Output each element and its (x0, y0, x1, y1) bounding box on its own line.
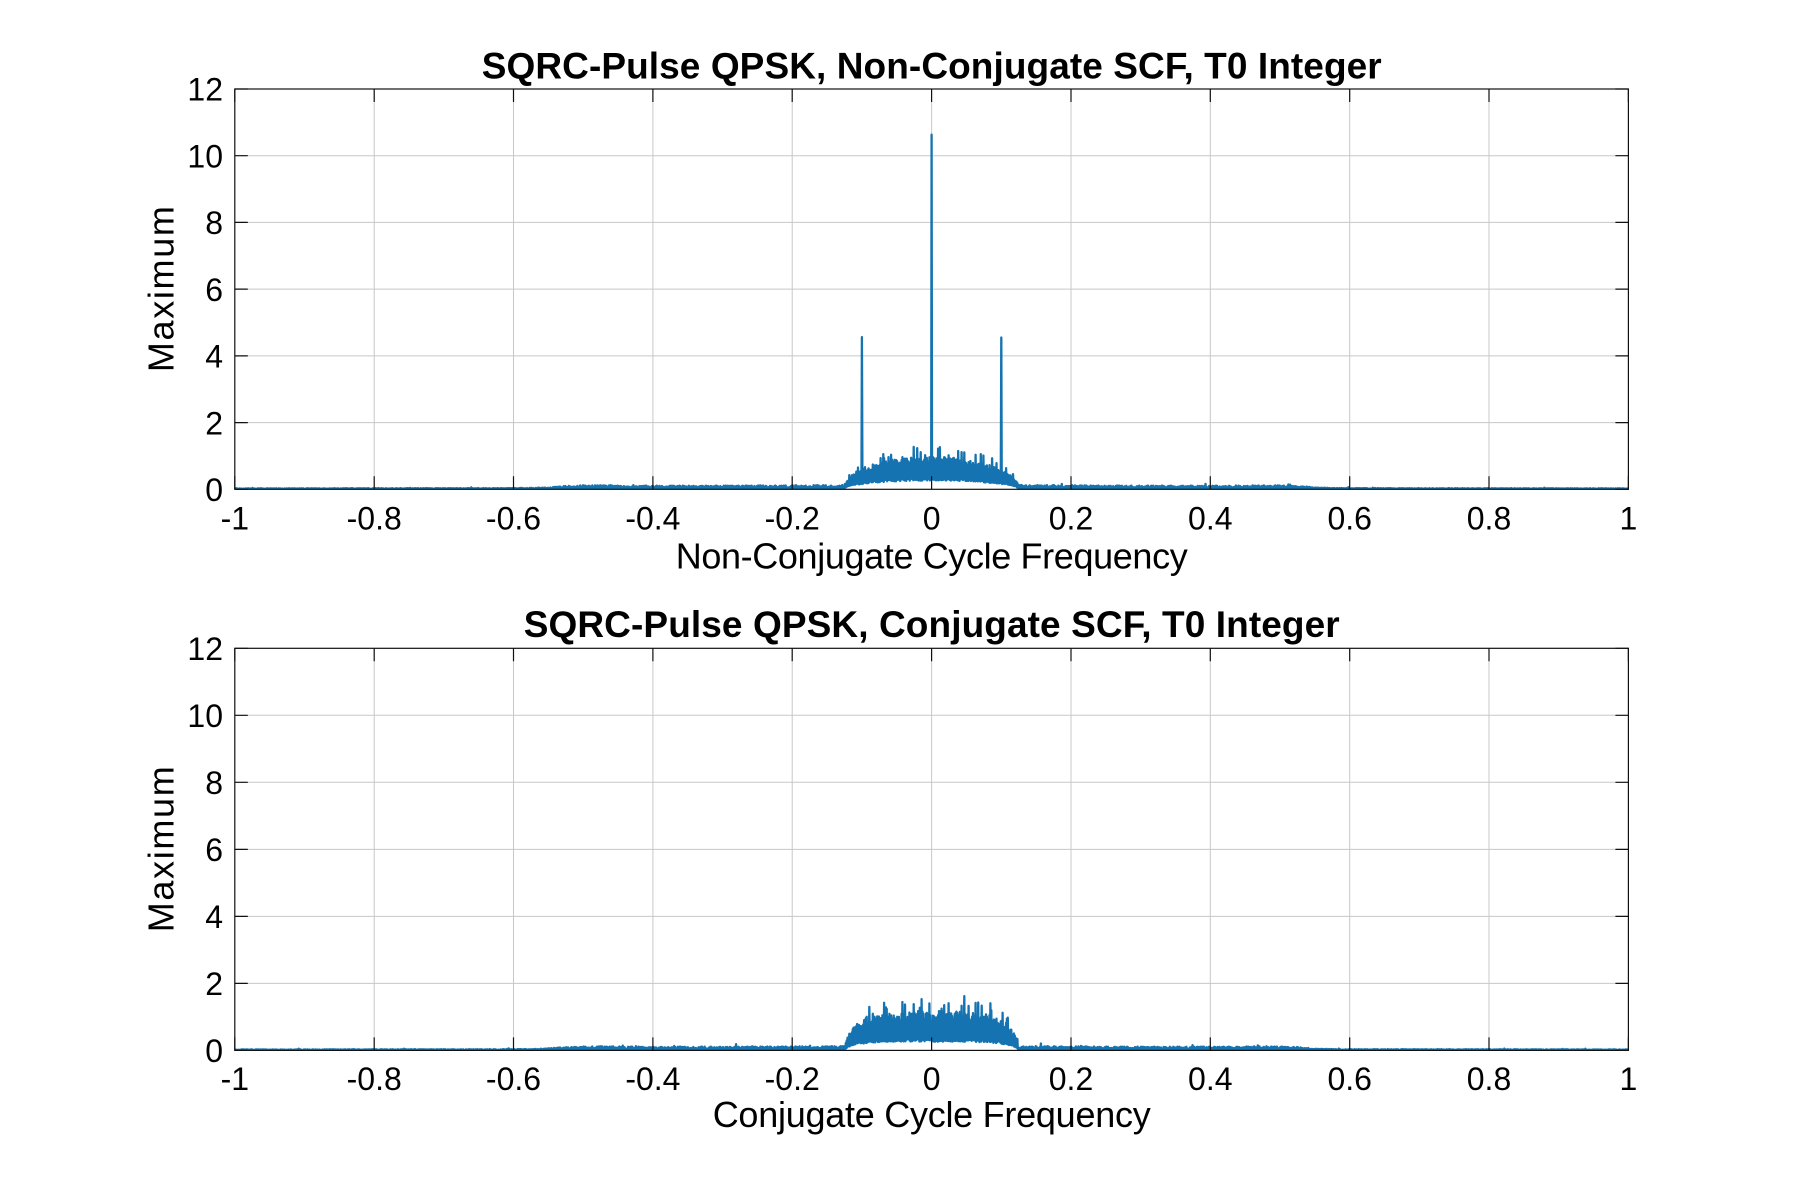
svg-text:-0.8: -0.8 (347, 501, 402, 537)
svg-text:Conjugate Cycle Frequency: Conjugate Cycle Frequency (713, 1094, 1151, 1135)
svg-text:1: 1 (1620, 1061, 1638, 1097)
svg-text:4: 4 (205, 899, 223, 935)
svg-text:8: 8 (205, 205, 223, 241)
svg-text:1: 1 (1620, 501, 1638, 537)
svg-text:4: 4 (205, 339, 223, 375)
svg-text:0.2: 0.2 (1049, 1061, 1093, 1097)
svg-text:0.6: 0.6 (1327, 1061, 1371, 1097)
svg-text:12: 12 (187, 72, 223, 108)
svg-text:-0.4: -0.4 (625, 1061, 680, 1097)
svg-text:0: 0 (923, 1061, 941, 1097)
svg-text:-0.2: -0.2 (765, 501, 820, 537)
svg-text:-0.8: -0.8 (347, 1061, 402, 1097)
svg-text:0.2: 0.2 (1049, 501, 1093, 537)
svg-text:0.8: 0.8 (1467, 501, 1511, 537)
svg-text:0: 0 (205, 1033, 223, 1069)
svg-text:Maximum: Maximum (141, 766, 182, 932)
svg-text:10: 10 (187, 698, 223, 734)
svg-text:6: 6 (205, 832, 223, 868)
svg-text:0.6: 0.6 (1327, 501, 1371, 537)
svg-text:0: 0 (923, 501, 941, 537)
svg-text:-0.6: -0.6 (486, 1061, 541, 1097)
svg-text:-1: -1 (221, 501, 249, 537)
svg-text:8: 8 (205, 765, 223, 801)
svg-text:-0.6: -0.6 (486, 501, 541, 537)
svg-text:0.8: 0.8 (1467, 1061, 1511, 1097)
svg-text:2: 2 (205, 966, 223, 1002)
svg-text:2: 2 (205, 405, 223, 441)
svg-text:0.4: 0.4 (1188, 1061, 1232, 1097)
svg-text:Maximum: Maximum (141, 206, 182, 372)
svg-text:10: 10 (187, 138, 223, 174)
svg-text:-0.4: -0.4 (625, 501, 680, 537)
svg-text:SQRC-Pulse QPSK, Non-Conjugate: SQRC-Pulse QPSK, Non-Conjugate SCF, T0 I… (482, 46, 1382, 87)
svg-text:6: 6 (205, 272, 223, 308)
svg-text:-1: -1 (221, 1061, 249, 1097)
svg-text:12: 12 (187, 631, 223, 667)
svg-text:SQRC-Pulse QPSK, Conjugate SCF: SQRC-Pulse QPSK, Conjugate SCF, T0 Integ… (524, 604, 1340, 645)
svg-text:0: 0 (205, 472, 223, 508)
svg-text:Non-Conjugate Cycle Frequency: Non-Conjugate Cycle Frequency (676, 536, 1188, 577)
svg-text:-0.2: -0.2 (765, 1061, 820, 1097)
svg-text:0.4: 0.4 (1188, 501, 1232, 537)
